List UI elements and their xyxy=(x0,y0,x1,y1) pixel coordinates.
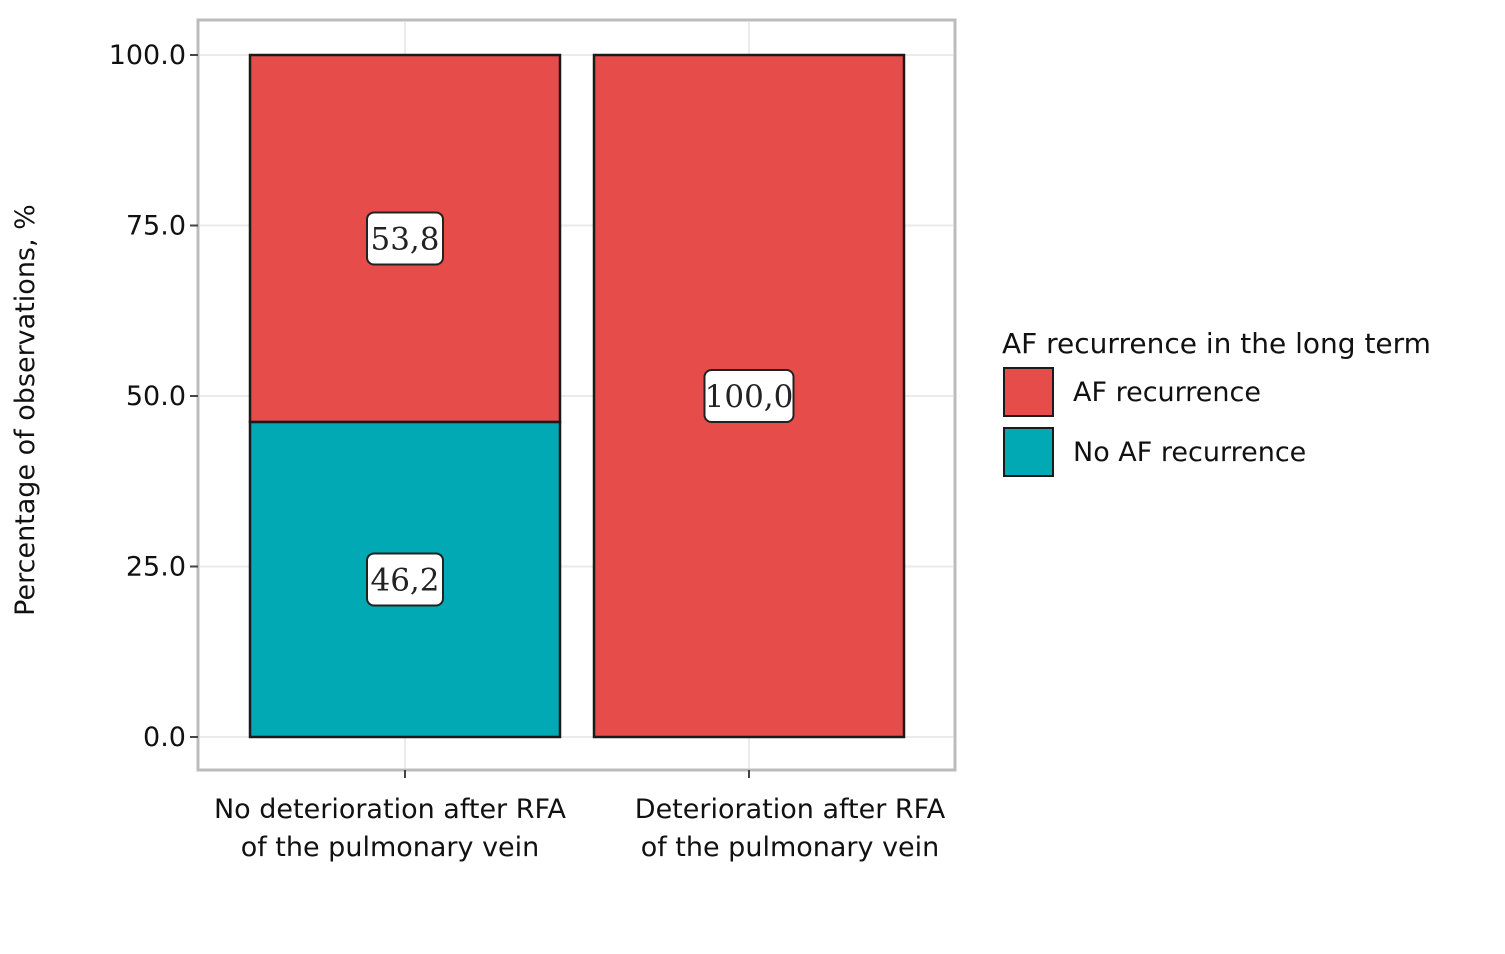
legend-title: AF recurrence in the long term xyxy=(1002,327,1431,360)
legend-label: No AF recurrence xyxy=(1073,437,1306,468)
y-axis: 0.0 25.0 50.0 75.0 100.0 xyxy=(109,40,198,753)
legend-swatch xyxy=(1003,367,1054,417)
y-tick-label: 25.0 xyxy=(126,552,186,583)
y-axis-title: Percentage of observations, % xyxy=(10,204,41,616)
y-tick-label: 50.0 xyxy=(126,381,186,412)
data-label: 53,8 xyxy=(370,221,439,257)
legend-label: AF recurrence xyxy=(1073,377,1261,408)
data-label: 100,0 xyxy=(705,379,794,415)
data-label-box xyxy=(366,211,444,266)
x-category-label: of the pulmonary vein xyxy=(241,832,540,863)
x-category-label: of the pulmonary vein xyxy=(641,832,940,863)
bar-segment xyxy=(248,53,562,424)
data-labels: 46,2 53,8 100,0 xyxy=(366,211,795,607)
y-tick-label: 75.0 xyxy=(126,211,186,242)
data-label-box xyxy=(703,369,795,423)
x-category-label: No deterioration after RFA xyxy=(214,794,567,825)
y-tick-label: 0.0 xyxy=(143,722,186,753)
data-label-box xyxy=(366,552,444,607)
x-category-label: Deterioration after RFA xyxy=(635,794,946,825)
y-tick-label: 100.0 xyxy=(109,40,186,71)
data-label: 46,2 xyxy=(370,562,439,598)
legend-swatch xyxy=(1003,427,1054,477)
legend: AF recurrence in the long term AF recurr… xyxy=(1002,327,1431,477)
x-axis: No deterioration after RFA of the pulmona… xyxy=(214,770,946,863)
